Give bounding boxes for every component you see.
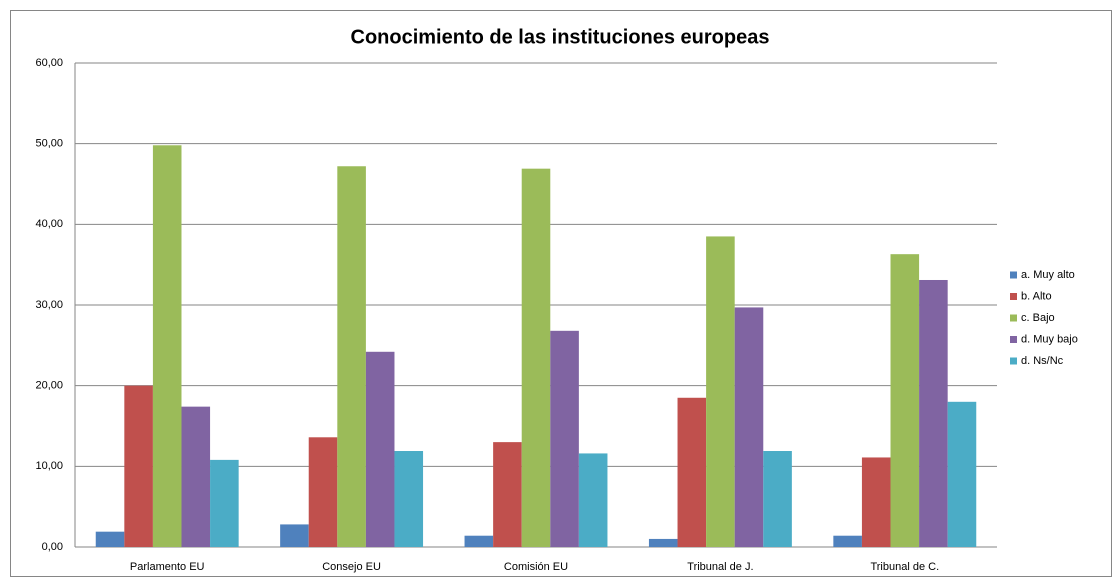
bar (648, 538, 678, 547)
bar (947, 401, 977, 547)
bar (919, 279, 948, 547)
legend-label: b. Alto (1021, 290, 1052, 302)
y-tick-label: 60,00 (35, 57, 63, 69)
legend-swatch (1010, 293, 1017, 300)
bar (124, 385, 153, 547)
legend-swatch (1010, 357, 1017, 365)
y-tick-label: 40,00 (35, 218, 63, 230)
bar (95, 531, 125, 547)
bar (890, 254, 920, 547)
y-tick-label: 10,00 (35, 460, 63, 472)
legend-swatch (1010, 336, 1017, 343)
bar (734, 307, 764, 547)
y-tick-label: 50,00 (35, 138, 63, 150)
bar (464, 535, 494, 547)
bar (578, 453, 608, 547)
bar (394, 451, 424, 547)
legend-label: d. Ns/Nc (1021, 355, 1064, 367)
x-tick-label: Comisión EU (504, 561, 568, 573)
chart-title: Conocimiento de las instituciones europe… (351, 26, 770, 48)
bar (763, 451, 792, 547)
x-tick-label: Parlamento EU (130, 561, 205, 573)
bar (493, 442, 522, 547)
bar (365, 351, 395, 547)
bar (861, 457, 891, 547)
y-tick-label: 20,00 (35, 380, 63, 392)
bar (210, 459, 239, 547)
bar (521, 168, 551, 547)
legend-label: c. Bajo (1021, 312, 1055, 324)
bar (550, 330, 579, 547)
y-tick-label: 30,00 (35, 299, 63, 311)
bar (677, 397, 707, 547)
bar (280, 524, 309, 547)
bar (308, 437, 338, 547)
bar (833, 535, 862, 547)
bar (706, 236, 735, 547)
x-tick-label: Consejo EU (322, 561, 381, 573)
legend-label: a. Muy alto (1021, 269, 1075, 281)
legend-swatch (1010, 271, 1017, 279)
legend-swatch (1010, 314, 1017, 322)
y-tick-label: 0,00 (42, 541, 63, 553)
legend-label: d. Muy bajo (1021, 333, 1078, 345)
x-tick-label: Tribunal de C. (870, 561, 939, 573)
bar (152, 145, 182, 547)
x-tick-label: Tribunal de J. (687, 561, 753, 573)
bar (337, 166, 366, 547)
bar (181, 406, 211, 547)
